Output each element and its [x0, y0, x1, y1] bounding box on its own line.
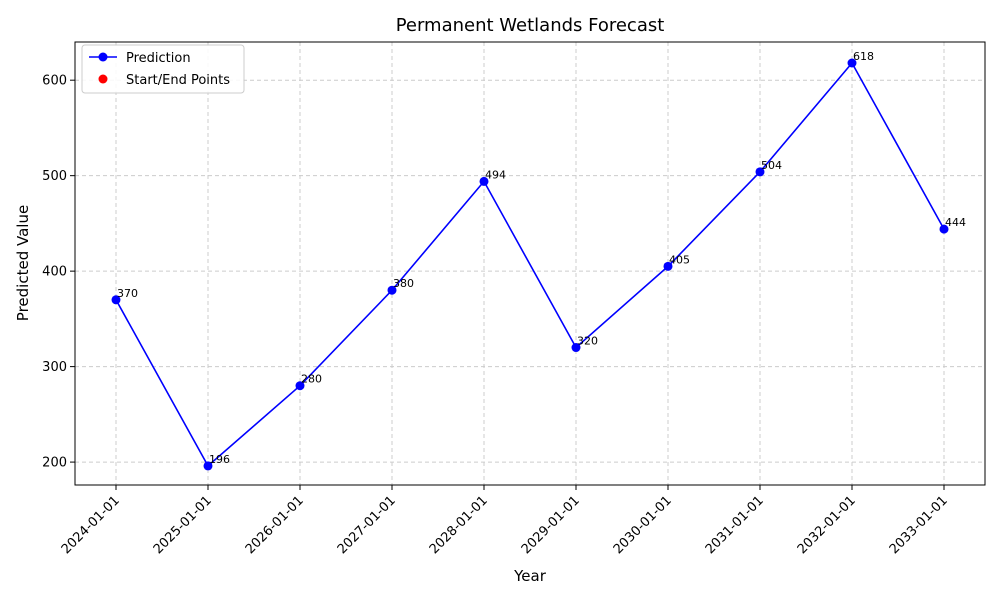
- data-label: 494: [485, 168, 506, 181]
- data-label: 196: [209, 453, 230, 466]
- legend-label-prediction: Prediction: [126, 51, 191, 66]
- data-label: 280: [301, 373, 322, 386]
- legend-box: [81, 44, 245, 94]
- x-tick-label: 2029-01-01: [519, 493, 583, 557]
- x-tick-label: 2031-01-01: [703, 493, 767, 557]
- x-tick-label: 2032-01-01: [795, 493, 859, 557]
- x-tick-label: 2024-01-01: [59, 493, 123, 557]
- plot-frame: [74, 41, 986, 486]
- x-tick-label: 2033-01-01: [887, 493, 951, 557]
- data-labels: 370 196 280 380 494 320 405 504 618 444: [117, 50, 966, 466]
- x-tick-label: 2028-01-01: [427, 493, 491, 557]
- data-point: [111, 295, 121, 305]
- data-label: 504: [761, 159, 782, 172]
- data-label: 618: [853, 50, 874, 63]
- data-point: [387, 285, 397, 295]
- series-prediction: [111, 58, 949, 471]
- legend: Prediction Start/End Points: [81, 44, 245, 94]
- data-label: 320: [577, 335, 598, 348]
- legend-label-start-end: Start/End Points: [126, 73, 230, 88]
- data-label: 405: [669, 253, 690, 266]
- x-tick-label: 2030-01-01: [611, 493, 675, 557]
- y-axis-ticks: 200 300 400 500 600: [42, 74, 75, 471]
- y-tick-label: 600: [42, 74, 67, 89]
- x-axis-title: Year: [513, 567, 547, 585]
- y-axis-title: Predicted Value: [14, 205, 32, 321]
- y-tick-label: 400: [42, 265, 67, 280]
- y-tick-label: 500: [42, 169, 67, 184]
- data-label: 380: [393, 277, 414, 290]
- x-axis-ticks: 2024-01-01 2025-01-01 2026-01-01 2027-01-01…: [59, 485, 951, 557]
- data-point: [571, 343, 581, 353]
- data-point: [203, 461, 213, 471]
- series-line-prediction: [115, 61, 945, 468]
- data-point: [847, 58, 857, 68]
- data-point: [939, 224, 949, 234]
- data-point: [479, 176, 489, 186]
- data-label: 370: [117, 287, 138, 300]
- legend-marker-prediction: [98, 52, 108, 62]
- data-point: [755, 167, 765, 177]
- legend-marker-start-end: [98, 74, 108, 84]
- chart-title: Permanent Wetlands Forecast: [396, 15, 665, 36]
- y-tick-label: 300: [42, 360, 67, 375]
- data-point: [295, 381, 305, 391]
- x-tick-label: 2027-01-01: [335, 493, 399, 557]
- x-tick-label: 2025-01-01: [151, 493, 215, 557]
- data-label: 444: [945, 216, 966, 229]
- x-tick-label: 2026-01-01: [243, 493, 307, 557]
- data-point: [663, 261, 673, 271]
- y-tick-label: 200: [42, 456, 67, 471]
- grid: [75, 42, 985, 485]
